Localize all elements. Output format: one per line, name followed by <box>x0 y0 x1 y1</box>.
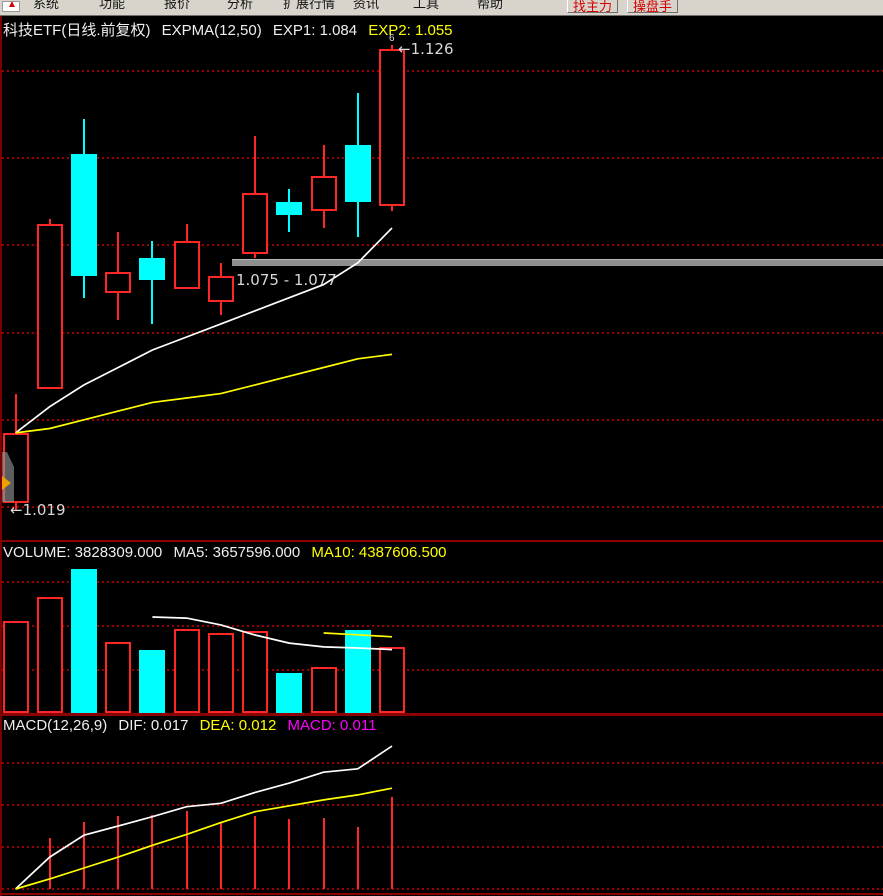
volume-bar <box>105 642 132 713</box>
gridline-dotted <box>2 580 883 583</box>
gridline-dotted <box>2 331 883 334</box>
volume-bar <box>36 596 63 713</box>
menu-red-button-2[interactable]: 操盘手 <box>627 0 679 13</box>
macd-value: MACD: 0.011 <box>287 717 377 734</box>
volume-pane-title: VOLUME: 3828309.000 MA5: 3657596.000 MA1… <box>3 544 454 561</box>
volume-bar <box>2 621 29 713</box>
candle-top-marker: 6 <box>389 33 395 44</box>
candle-body <box>344 145 371 202</box>
macd-pane-title: MACD(12,26,9) DIF: 0.017 DEA: 0.012 MACD… <box>3 717 383 734</box>
volume-baseline <box>0 713 883 716</box>
low-price-label: ←1.019 <box>10 501 66 519</box>
symbol-period-label: 科技ETF(日线.前复权) <box>3 22 151 39</box>
menu-item-info[interactable]: 资讯 <box>353 0 380 11</box>
gridline-dotted <box>2 845 883 848</box>
volume-ma5-value: MA5: 3657596.000 <box>173 544 301 561</box>
gridline-dotted <box>2 803 883 806</box>
dif-value: DIF: 0.017 <box>118 717 189 734</box>
app-logo-icon: ▲ <box>2 0 20 12</box>
exp1-value: EXP1: 1.084 <box>272 22 358 39</box>
macd-params-label: MACD(12,26,9) <box>3 717 108 734</box>
gridline-dotted <box>2 418 883 421</box>
gridline-dotted <box>2 70 883 72</box>
menu-item-system[interactable]: 系统 <box>33 0 60 11</box>
menu-item-tools[interactable]: 工具 <box>413 0 440 11</box>
exp2-value: EXP2: 1.055 <box>368 22 453 39</box>
gridline-dotted <box>2 157 883 160</box>
menu-item-extended[interactable]: 扩展行情 <box>283 0 336 11</box>
volume-bar <box>310 667 337 713</box>
candle-body <box>379 49 406 207</box>
menu-item-function[interactable]: 功能 <box>99 0 126 11</box>
toolbar-arrow-icon <box>2 476 11 490</box>
main-chart-title: 科技ETF(日线.前复权) EXPMA(12,50) EXP1: 1.084 E… <box>3 19 460 40</box>
volume-bar <box>276 672 303 713</box>
volume-value: VOLUME: 3828309.000 <box>3 544 163 561</box>
gridline-dotted <box>2 761 883 764</box>
pane-left-border <box>0 16 2 896</box>
menu-bar: ▲ 系统 功能 报价 分析 扩展行情 资讯 工具 帮助 找主力 操盘手 <box>0 0 883 16</box>
drawn-resistance-band[interactable] <box>232 259 883 266</box>
candle-body <box>310 175 337 211</box>
menu-item-quotes[interactable]: 报价 <box>164 0 191 11</box>
main-chart-pane[interactable] <box>0 16 883 540</box>
main-volume-separator <box>0 540 883 542</box>
macd-pane[interactable] <box>0 716 883 893</box>
expma-indicator-label: EXPMA(12,50) <box>161 22 262 39</box>
menu-red-button-1[interactable]: 找主力 <box>567 0 619 13</box>
menu-item-analysis[interactable]: 分析 <box>227 0 254 11</box>
gridline-dotted <box>2 888 883 890</box>
macd-bottom-border <box>0 893 883 895</box>
high-price-label: ←1.126 <box>398 40 454 58</box>
gridline-dotted <box>2 624 883 627</box>
gridline-dotted <box>2 668 883 671</box>
volume-ma10-value: MA10: 4387606.500 <box>311 544 447 561</box>
volume-bar <box>70 568 97 713</box>
candle-body <box>276 201 303 215</box>
volume-bar <box>379 646 406 713</box>
dea-value: DEA: 0.012 <box>199 717 277 734</box>
gridline-dotted <box>2 506 883 508</box>
gridline-dotted <box>2 244 883 247</box>
volume-bar <box>139 649 166 713</box>
volume-pane[interactable] <box>0 542 883 713</box>
logo-glyph: ▲ <box>7 0 17 10</box>
menu-item-help[interactable]: 帮助 <box>477 0 504 11</box>
